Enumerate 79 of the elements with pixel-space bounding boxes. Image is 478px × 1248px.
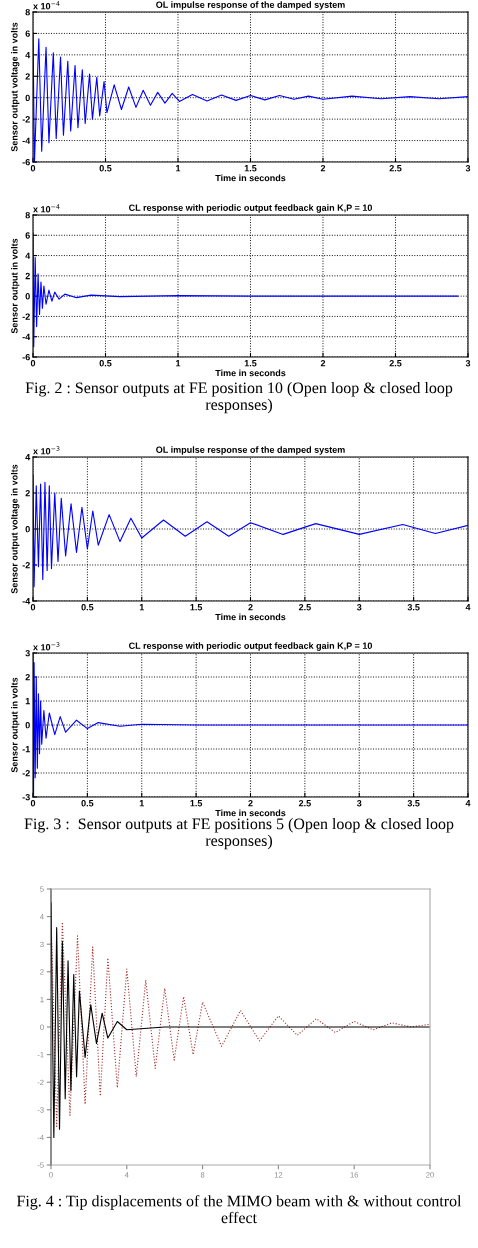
x-axis-title: Time in seconds (215, 613, 286, 621)
y-tick-label: -6 (22, 158, 30, 166)
x-tick-label: 3 (465, 360, 471, 367)
x-tick-label: 2 (320, 360, 326, 367)
y-tick-label: 2 (25, 73, 30, 80)
x-tick-label: 3 (356, 604, 362, 611)
y-tick-label: -2 (22, 769, 30, 777)
y-tick-label: -6 (22, 353, 30, 361)
y-tick-label: -3 (22, 793, 30, 801)
y-tick-label: 0 (25, 721, 30, 729)
x-tick-label: 1.5 (190, 604, 203, 611)
x-axis-title: Time in seconds (215, 369, 286, 377)
x-tick-label: 2.5 (298, 604, 311, 611)
x-tick-label: 0 (30, 604, 36, 611)
caption: Fig. 3 : Sensor outputs at FE positions 5 (Open loop & closed loop responses) (24, 818, 454, 850)
x-axis-title: Time in seconds (215, 174, 286, 182)
y-tick-label: 4 (25, 51, 31, 59)
y-tick-label: 2 (25, 673, 30, 681)
x-tick-label: 3 (356, 800, 362, 807)
x-tick-label: 0 (30, 165, 36, 172)
y-tick-label: 2 (25, 489, 30, 497)
y-tick-label: 0 (25, 94, 30, 102)
x-tick-label: 3.5 (407, 800, 420, 807)
x-tick-label: 1 (139, 604, 145, 611)
x-tick-label: 1 (139, 800, 145, 807)
y-tick-label: 1 (25, 698, 30, 705)
y-tick-label: 6 (25, 232, 30, 239)
x-tick-label: 3 (465, 165, 471, 172)
y-tick-label: -2 (22, 116, 30, 123)
x-tick-label: 0 (30, 360, 36, 367)
caption: Fig. 2 : Sensor outputs at FE position 10 (Open loop & closed loop responses) (25, 382, 453, 414)
y-tick-label: 8 (25, 211, 30, 219)
x-tick-label: 2 (248, 604, 253, 611)
y-tick-label: -4 (22, 137, 31, 144)
y-tick-label: -2 (22, 561, 30, 569)
y-tick-label: -1 (22, 746, 30, 753)
chart-title: CL response with periodic output feedback gain K,P = 10 (129, 642, 372, 651)
x-tick-label: 0 (30, 800, 36, 807)
y-tick-label: 4 (25, 454, 31, 461)
y-tick-label: 3 (25, 649, 30, 657)
chart-title: OL impulse response of the damped system (156, 1, 345, 10)
y-axis-title: Sensor output voltage in volts (10, 464, 20, 594)
x-tick-label: 4 (465, 604, 471, 611)
y-tick-label: 6 (25, 30, 30, 37)
text: x 10$^{−4}$ (33, 204, 60, 213)
x-tick-label: 1 (176, 360, 181, 367)
y-tick-label: -4 (22, 333, 31, 340)
x-tick-label: 2.5 (389, 165, 402, 172)
x-tick-label: 3.5 (407, 604, 420, 611)
y-axis-title: Sensor output in volts (11, 238, 20, 334)
chart-title: CL response with periodic output feedback gain K,P = 10 (129, 204, 372, 213)
x-tick-label: 2.5 (298, 800, 311, 807)
y-tick-label: -2 (22, 313, 30, 320)
x-tick-label: 4 (465, 800, 471, 807)
x-tick-label: 0.5 (81, 604, 94, 611)
y-tick-label: 0 (25, 293, 30, 300)
y-tick-label: 0 (25, 525, 30, 533)
x-tick-label: 0.5 (81, 800, 94, 807)
x-tick-label: 1 (176, 165, 181, 172)
y-tick-label: 4 (25, 252, 31, 259)
y-axis-title: Sensor output voltage in volts (10, 22, 20, 152)
x-tick-label: 0.5 (99, 360, 112, 367)
x-tick-label: 2 (248, 800, 253, 807)
text: x 10$^{−4}$ (33, 1, 60, 10)
text: x 10$^{−3}$ (33, 642, 60, 651)
x-axis-title: Time in seconds (215, 809, 286, 817)
chart-title: OL impulse response of the damped system (156, 446, 345, 455)
caption: Fig. 4 : Tip displacements of the MIMO beam with & without control effect (16, 1195, 462, 1224)
y-tick-label: 8 (25, 8, 30, 16)
x-tick-label: 1.5 (244, 360, 257, 367)
x-tick-label: 1.5 (190, 800, 203, 807)
y-axis-title: Sensor output in volts (11, 677, 20, 773)
x-tick-label: 2.5 (389, 360, 402, 367)
x-tick-label: 1.5 (244, 165, 257, 172)
x-tick-label: 2 (320, 165, 326, 172)
text: x 10$^{−3}$ (33, 446, 60, 455)
y-tick-label: 2 (25, 272, 30, 280)
x-tick-label: 0.5 (99, 165, 112, 172)
y-tick-label: -4 (22, 598, 31, 605)
